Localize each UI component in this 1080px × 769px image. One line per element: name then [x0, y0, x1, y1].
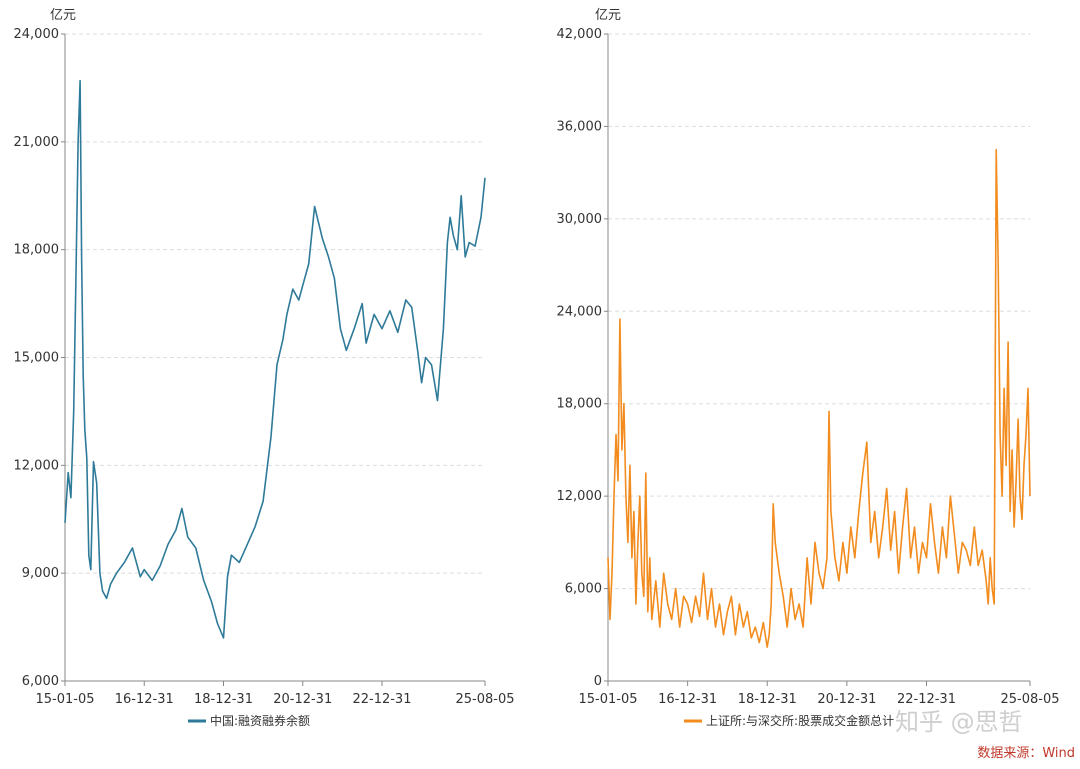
margin-y-tick-label: 6,000: [22, 674, 59, 689]
margin-x-tick-label: 25-08-05: [455, 692, 514, 707]
turnover-x-tick-label: 20-12-31: [817, 692, 876, 707]
margin-x-tick-label: 18-12-31: [194, 692, 253, 707]
margin-y-tick-label: 24,000: [14, 27, 60, 42]
turnover-y-tick-label: 42,000: [557, 27, 603, 42]
turnover-x-tick-label: 16-12-31: [658, 692, 717, 707]
turnover-y-tick-label: 30,000: [557, 212, 603, 227]
turnover-y-tick-label: 12,000: [557, 489, 603, 504]
margin-series-line: [64, 79, 486, 639]
margin-balance-chart: 亿元 6,000 9,000 12,000 15,000 18,000 21,000 24,0…: [14, 8, 515, 728]
turnover-legend-label: 上证所:与深交所:股票成交金额总计: [706, 713, 894, 728]
turnover-unit-label: 亿元: [595, 8, 621, 23]
watermark: 知乎 @思哲: [895, 708, 1023, 736]
source-note: 数据来源：Wind: [977, 746, 1075, 761]
turnover-x-tick-label: 25-08-05: [1000, 692, 1059, 707]
turnover-y-tick-label: 24,000: [557, 304, 603, 319]
margin-x-tick-label: 16-12-31: [115, 692, 174, 707]
margin-y-tick-label: 9,000: [22, 566, 59, 581]
turnover-x-tick-label: 18-12-31: [738, 692, 797, 707]
margin-y-tick-label: 18,000: [14, 243, 60, 258]
margin-y-tick-label: 12,000: [14, 458, 60, 473]
turnover-x-tick-label: 22-12-31: [897, 692, 956, 707]
margin-y-tick-label: 15,000: [14, 351, 60, 366]
margin-x-tick-label: 22-12-31: [352, 692, 411, 707]
margin-x-tick-label: 15-01-05: [35, 692, 94, 707]
turnover-y-tick-label: 36,000: [557, 119, 603, 134]
turnover-y-tick-label: 6,000: [565, 582, 602, 597]
turnover-series-line: [607, 148, 1031, 648]
turnover-y-tick-label: 18,000: [557, 397, 603, 412]
margin-x-tick-label: 20-12-31: [273, 692, 332, 707]
margin-y-tick-label: 21,000: [14, 135, 60, 150]
turnover-y-tick-label: 0: [594, 674, 602, 689]
turnover-chart: 亿元 0 6,000 12,000 18,000 24,000 30,000 36,000 42…: [557, 8, 1060, 728]
margin-legend-label: 中国:融资融券余额: [210, 713, 310, 728]
margin-unit-label: 亿元: [50, 8, 76, 23]
turnover-x-tick-label: 15-01-05: [578, 692, 637, 707]
